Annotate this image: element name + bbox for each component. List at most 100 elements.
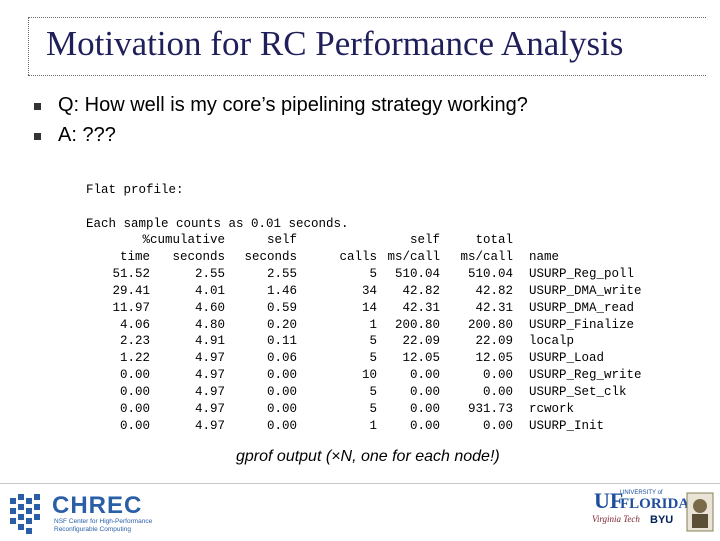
table-cell: 0.00 <box>267 368 298 383</box>
table-cell: 1.46 <box>267 283 298 298</box>
table-cell: 4.97 <box>195 385 226 400</box>
table-cell: 0.20 <box>267 317 298 332</box>
profile-heading-block: Flat profile: Each sample counts as 0.01… <box>86 182 349 233</box>
table-cell: 0.00 <box>119 402 150 417</box>
table-cell: 0.00 <box>267 402 298 417</box>
table-cell: 34 <box>362 283 378 298</box>
table-cell: self <box>267 233 298 247</box>
table-row: 0.00 4.97 0.00 5 0.00 931.73 rcwork <box>86 401 667 418</box>
table-cell: 4.97 <box>195 351 226 366</box>
gprof-table: % cumulative self self total time seconds secon… <box>86 232 667 435</box>
slide-title: Motivation for RC Performance Analysis <box>46 24 624 63</box>
table-header-row: % cumulative self self total <box>86 232 667 249</box>
title-frame-bottom <box>28 75 706 76</box>
table-row: 0.00 4.97 0.00 5 0.00 0.00 USURP_Set_clk <box>86 384 667 401</box>
chrec-emblem-icon <box>10 494 40 534</box>
square-bullet-icon <box>34 133 41 140</box>
table-cell: 11.97 <box>112 300 150 315</box>
table-cell: 42.82 <box>475 283 514 298</box>
sample-note: Each sample counts as 0.01 seconds. <box>86 216 349 231</box>
table-cell: 4.97 <box>195 402 226 417</box>
table-cell: 0.11 <box>267 334 298 349</box>
table-row: 2.23 4.91 0.11 5 22.09 22.09 localp <box>86 333 667 350</box>
table-cell: 12.05 <box>475 351 514 366</box>
table-cell: 14 <box>362 300 378 315</box>
table-header-row: time seconds seconds calls ms/call ms/call nam… <box>86 249 667 266</box>
table-cell: 510.04 <box>468 266 514 281</box>
table-cell: 12.05 <box>402 351 441 366</box>
table-row: 29.41 4.01 1.46 34 42.82 42.82 USURP_DMA_write <box>86 283 667 300</box>
table-cell: 5 <box>369 402 378 417</box>
table-cell: 0.00 <box>410 385 441 400</box>
table-cell: USURP_Init <box>529 418 605 433</box>
table-cell: 4.80 <box>195 317 226 332</box>
table-cell: 22.09 <box>475 334 514 349</box>
uf-florida: FLORIDA <box>620 496 690 512</box>
byu-mark: BYU <box>650 514 674 526</box>
table-cell: 2.55 <box>267 266 298 281</box>
table-cell: cumulative <box>150 233 226 247</box>
table-cell: 0.59 <box>267 300 298 315</box>
table-cell: USURP_Set_clk <box>529 385 627 400</box>
spacer-line <box>86 199 349 216</box>
table-row: 11.97 4.60 0.59 14 42.31 42.31 USURP_DMA_read <box>86 300 667 317</box>
table-cell: 2.55 <box>195 266 226 281</box>
table-cell: self <box>410 233 441 247</box>
table-cell: 0.00 <box>119 368 150 383</box>
table-cell: 42.82 <box>402 283 441 298</box>
table-cell: 1 <box>369 418 378 433</box>
table-row: 4.06 4.80 0.20 1 200.80 200.80 USURP_Finalize <box>86 317 667 334</box>
table-cell: USURP_DMA_read <box>529 300 635 315</box>
table-cell: seconds <box>172 249 226 264</box>
title-frame-top <box>28 17 706 18</box>
table-cell: USURP_Reg_poll <box>529 266 635 281</box>
uf-university-of: UNIVERSITY of <box>620 490 663 496</box>
table-cell: 0.06 <box>267 351 298 366</box>
seal-icon <box>686 492 714 532</box>
profile-heading: Flat profile: <box>86 183 184 197</box>
table-cell: 5 <box>369 385 378 400</box>
bullet-text: Q: How well is my core’s pipelining stra… <box>58 94 528 116</box>
table-cell <box>297 232 377 249</box>
table-cell: 931.73 <box>468 402 514 417</box>
uf-mark: UF <box>594 488 624 513</box>
table-cell: seconds <box>244 249 298 264</box>
footer-divider <box>0 483 720 484</box>
partner-logos: UF UNIVERSITY of FLORIDA Virginia Tech B… <box>586 488 716 536</box>
table-cell: 51.52 <box>112 266 150 281</box>
table-cell: 1 <box>369 317 378 332</box>
table-cell: 0.00 <box>410 402 441 417</box>
square-bullet-icon <box>34 103 41 110</box>
table-cell: 2.23 <box>119 334 150 349</box>
table-cell: total <box>475 233 514 247</box>
table-cell: 4.06 <box>119 317 150 332</box>
table-cell: USURP_Reg_write <box>529 368 642 383</box>
table-cell: calls <box>339 249 378 264</box>
table-cell: % <box>142 233 150 247</box>
table-cell: 0.00 <box>483 368 514 383</box>
bullet-text: A: ??? <box>58 124 116 146</box>
table-cell: 200.80 <box>468 317 514 332</box>
table-cell: 0.00 <box>410 418 441 433</box>
table-row: 0.00 4.97 0.00 1 0.00 0.00 USURP_Init <box>86 418 667 435</box>
table-cell: 4.60 <box>195 300 226 315</box>
table-cell: 0.00 <box>119 418 150 433</box>
slide-caption: gprof output (×N, one for each node!) <box>236 448 500 465</box>
table-cell: USURP_DMA_write <box>529 283 642 298</box>
table-cell: 22.09 <box>402 334 441 349</box>
table-cell <box>513 232 667 249</box>
table-cell: ms/call <box>460 249 514 264</box>
chrec-wordmark: CHREC <box>52 492 143 519</box>
table-cell: rcwork <box>529 402 575 417</box>
table-cell: 0.00 <box>267 418 298 433</box>
table-cell: USURP_Load <box>529 351 605 366</box>
table-cell: 5 <box>369 351 378 366</box>
table-row: 0.00 4.97 0.00 10 0.00 0.00 USURP_Reg_write <box>86 367 667 384</box>
table-cell: 200.80 <box>395 317 441 332</box>
table-cell: 29.41 <box>112 283 150 298</box>
table-cell: 42.31 <box>402 300 441 315</box>
table-cell: 5 <box>369 266 378 281</box>
table-cell: 4.01 <box>195 283 226 298</box>
table-cell: 4.91 <box>195 334 226 349</box>
table-cell: time <box>119 249 150 264</box>
